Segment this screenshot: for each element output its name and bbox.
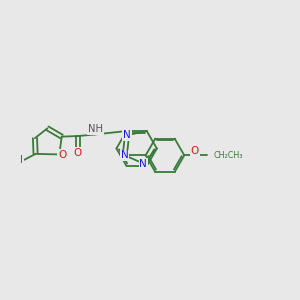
Text: O: O bbox=[190, 146, 199, 156]
Text: O: O bbox=[58, 150, 66, 160]
Text: N: N bbox=[121, 150, 129, 160]
Text: O: O bbox=[74, 148, 82, 158]
Text: I: I bbox=[20, 155, 23, 165]
Text: N: N bbox=[140, 158, 147, 169]
Text: N: N bbox=[123, 130, 131, 140]
Text: NH: NH bbox=[88, 124, 103, 134]
Text: CH₂CH₃: CH₂CH₃ bbox=[214, 151, 243, 160]
